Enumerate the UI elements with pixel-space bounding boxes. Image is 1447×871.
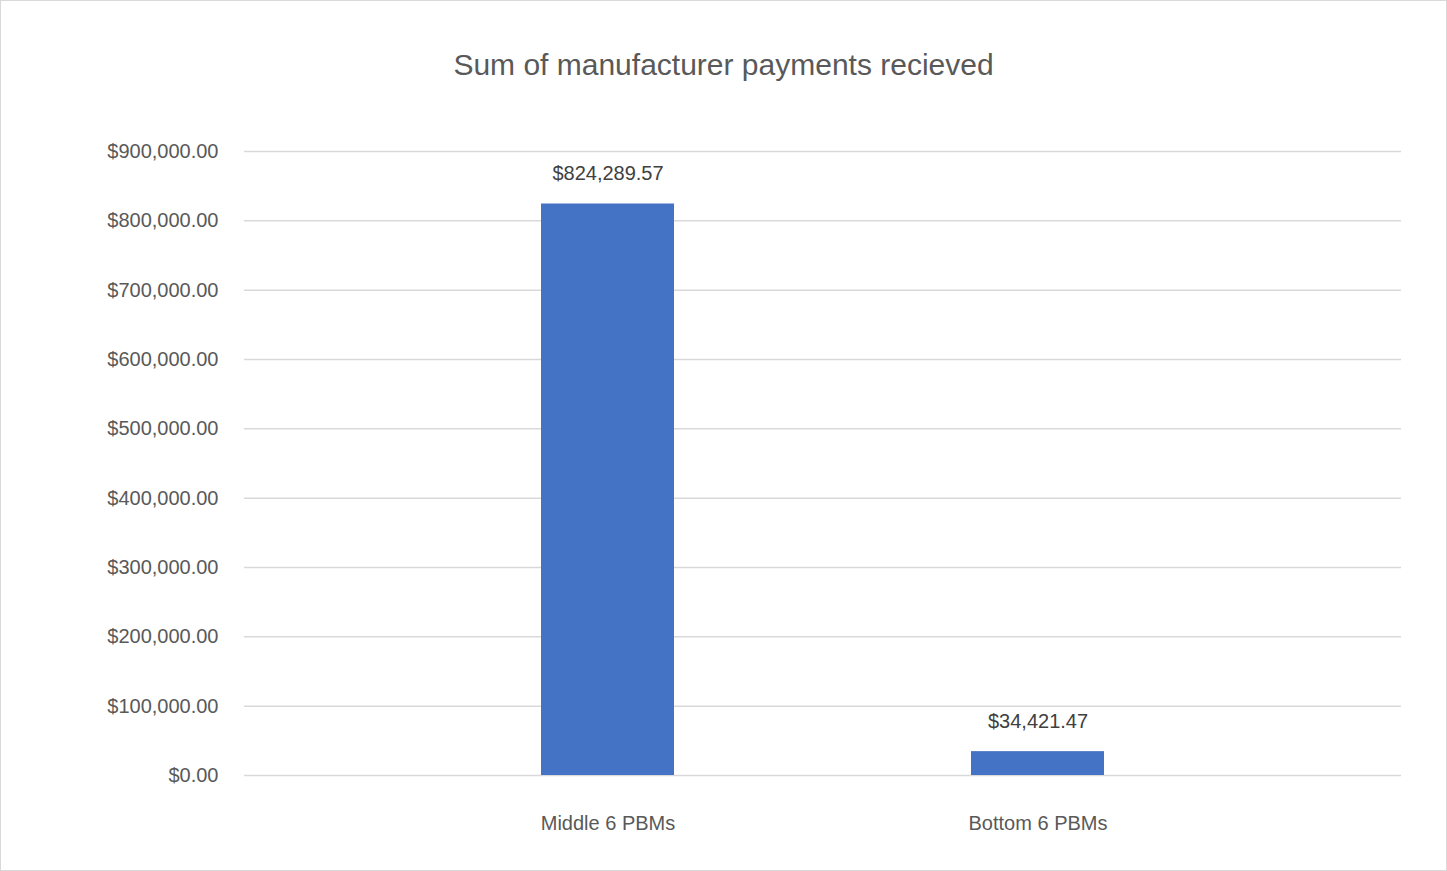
svg-text:$600,000.00: $600,000.00 <box>107 348 218 370</box>
svg-text:$500,000.00: $500,000.00 <box>107 417 218 439</box>
svg-text:Middle 6 PBMs: Middle 6 PBMs <box>541 812 676 834</box>
svg-text:Bottom 6 PBMs: Bottom 6 PBMs <box>969 812 1108 834</box>
svg-text:$0.00: $0.00 <box>168 764 218 786</box>
svg-text:$200,000.00: $200,000.00 <box>107 625 218 647</box>
svg-text:$400,000.00: $400,000.00 <box>107 487 218 509</box>
svg-text:$900,000.00: $900,000.00 <box>107 140 218 162</box>
svg-text:$300,000.00: $300,000.00 <box>107 556 218 578</box>
svg-text:$100,000.00: $100,000.00 <box>107 695 218 717</box>
svg-text:$800,000.00: $800,000.00 <box>107 209 218 231</box>
svg-text:$824,289.57: $824,289.57 <box>552 162 663 184</box>
svg-text:$700,000.00: $700,000.00 <box>107 279 218 301</box>
svg-text:$34,421.47: $34,421.47 <box>988 710 1088 732</box>
html-text:Sum of manufacturer payments r: Sum of manufacturer payments recieved <box>453 48 994 81</box>
